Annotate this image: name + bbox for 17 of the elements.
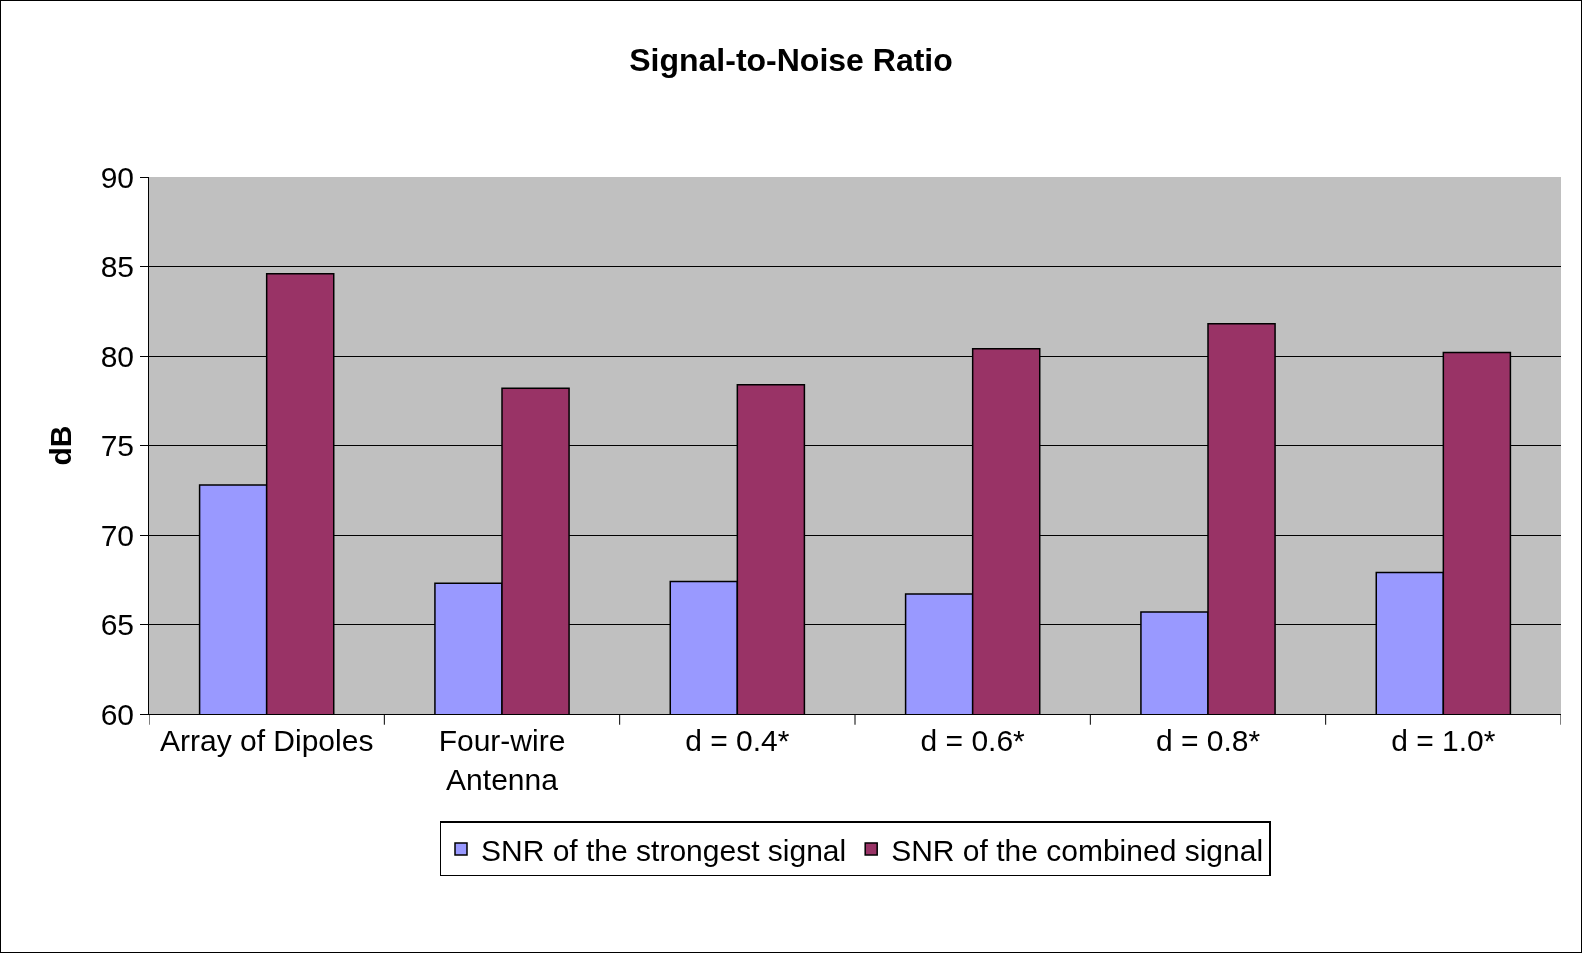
x-tick-label: d = 0.8* bbox=[1155, 724, 1261, 757]
chart-title: Signal-to-Noise Ratio bbox=[629, 41, 953, 78]
legend-label: SNR of the strongest signal bbox=[481, 833, 847, 867]
x-tick-label: d = 1.0* bbox=[1391, 724, 1496, 757]
y-tick-label: 85 bbox=[100, 250, 134, 283]
y-tick-label: 75 bbox=[100, 429, 134, 462]
y-tick-label: 90 bbox=[100, 160, 134, 194]
x-tick-label: Four-wire Antenna bbox=[438, 724, 566, 796]
y-axis-title: dB bbox=[43, 425, 77, 466]
legend-label: SNR of the combined signal bbox=[891, 833, 1264, 867]
y-tick-label: 65 bbox=[100, 608, 134, 641]
y-tick-label: 60 bbox=[100, 697, 134, 731]
y-tick-label: 80 bbox=[100, 339, 134, 373]
x-tick-label: d = 0.4* bbox=[685, 724, 790, 757]
x-tick-label: Array of Dipoles bbox=[159, 724, 374, 757]
x-tick-label: d = 0.6* bbox=[920, 724, 1026, 757]
y-tick-label: 70 bbox=[100, 518, 134, 552]
